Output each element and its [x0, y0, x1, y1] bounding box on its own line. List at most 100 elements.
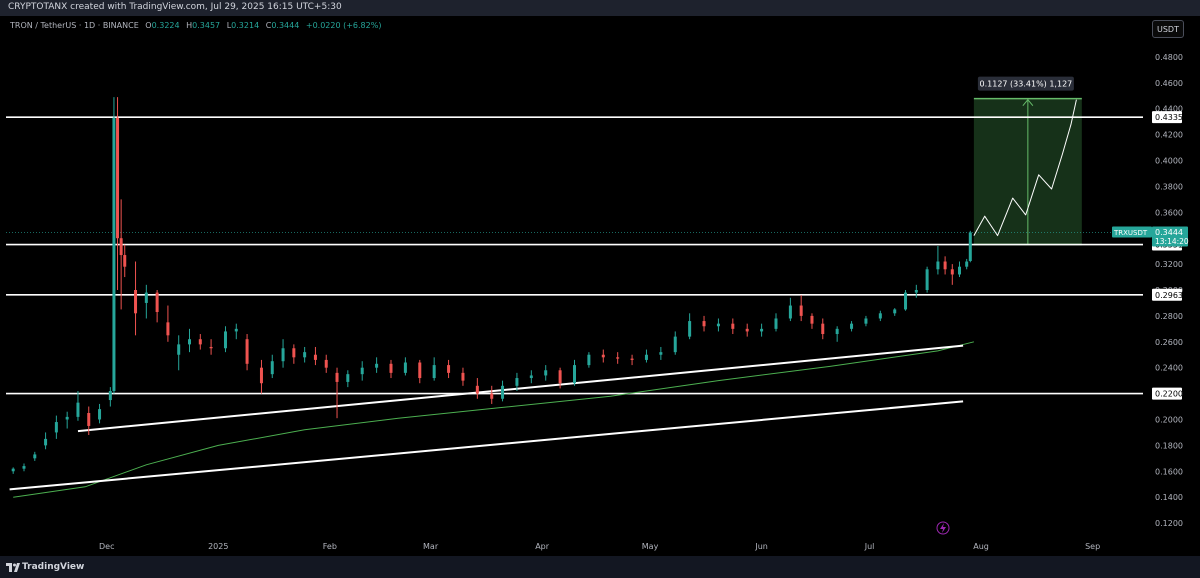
- candle-body[interactable]: [112, 117, 116, 391]
- candle-body[interactable]: [673, 336, 677, 353]
- candle-body[interactable]: [968, 232, 972, 261]
- level-price-badge: [1152, 111, 1182, 124]
- candle-body[interactable]: [447, 365, 451, 373]
- tradingview-brand[interactable]: TradingView: [22, 562, 85, 572]
- candle-body[interactable]: [98, 409, 102, 420]
- candle-body[interactable]: [33, 454, 37, 459]
- candle-body[interactable]: [198, 339, 202, 345]
- candle-body[interactable]: [403, 362, 407, 373]
- candle-body[interactable]: [223, 331, 227, 349]
- candle-body[interactable]: [54, 422, 58, 433]
- candle-body[interactable]: [850, 323, 854, 329]
- candle-body[interactable]: [44, 438, 48, 446]
- candle-body[interactable]: [760, 328, 764, 332]
- candle-body[interactable]: [234, 328, 238, 332]
- candle-body[interactable]: [878, 313, 882, 319]
- candle-body[interactable]: [943, 261, 947, 270]
- candle-body[interactable]: [108, 390, 112, 401]
- y-tick-label: 0.2400: [1155, 364, 1183, 373]
- candle-body[interactable]: [835, 328, 839, 335]
- candle-body[interactable]: [601, 354, 605, 358]
- candle-body[interactable]: [11, 468, 15, 472]
- candle-body[interactable]: [270, 361, 274, 375]
- lightning-icon[interactable]: [936, 521, 950, 535]
- trendline[interactable]: [77, 344, 964, 433]
- candle-body[interactable]: [573, 365, 576, 384]
- candle-body[interactable]: [188, 339, 192, 345]
- candle-body[interactable]: [155, 292, 159, 313]
- candle-body[interactable]: [957, 266, 961, 275]
- candle-body[interactable]: [644, 354, 648, 360]
- candle-body[interactable]: [821, 323, 825, 335]
- candle-body[interactable]: [119, 238, 123, 256]
- candle-body[interactable]: [375, 363, 379, 368]
- projection-label-box: [977, 76, 1074, 91]
- candle-body[interactable]: [303, 352, 307, 358]
- y-tick-label: 0.3600: [1155, 208, 1183, 217]
- candle-body[interactable]: [292, 348, 296, 358]
- projection-path: [973, 99, 1077, 237]
- candle-body[interactable]: [914, 290, 918, 293]
- candle-body[interactable]: [245, 339, 249, 364]
- candle-body[interactable]: [389, 363, 393, 373]
- candle-body[interactable]: [774, 318, 778, 329]
- candle-body[interactable]: [22, 466, 26, 469]
- y-tick-label: 0.1800: [1155, 441, 1183, 450]
- candle-body[interactable]: [166, 322, 170, 336]
- candle-body[interactable]: [799, 305, 803, 316]
- candle-body[interactable]: [587, 354, 591, 366]
- candle-body[interactable]: [461, 372, 465, 381]
- candle-body[interactable]: [144, 292, 148, 303]
- candle-body[interactable]: [346, 374, 350, 382]
- candle-body[interactable]: [475, 385, 479, 394]
- candle-body[interactable]: [324, 359, 328, 368]
- candle-body[interactable]: [335, 372, 339, 382]
- candle-body[interactable]: [864, 318, 868, 324]
- candle-body[interactable]: [529, 375, 533, 379]
- candle-body[interactable]: [65, 416, 69, 420]
- candle-body[interactable]: [515, 378, 519, 386]
- candle-body[interactable]: [123, 255, 127, 267]
- candle-body[interactable]: [702, 321, 706, 327]
- candle-body[interactable]: [209, 346, 213, 349]
- candle-body[interactable]: [616, 357, 620, 359]
- level-price-badge: [1152, 387, 1182, 400]
- candle-body[interactable]: [116, 117, 120, 239]
- candle-body[interactable]: [659, 352, 663, 355]
- candle-body[interactable]: [893, 309, 897, 314]
- candle-body[interactable]: [134, 290, 138, 314]
- candle-body[interactable]: [630, 358, 634, 360]
- candle-body[interactable]: [490, 393, 494, 399]
- candle-body[interactable]: [544, 370, 548, 376]
- candle-body[interactable]: [360, 367, 364, 375]
- candle-body[interactable]: [904, 292, 908, 310]
- candle-body[interactable]: [731, 323, 735, 329]
- symbol-name[interactable]: TRON / TetherUS · 1D · BINANCE: [10, 21, 139, 30]
- candle-body[interactable]: [177, 344, 181, 355]
- close-value: 0.3444: [271, 21, 300, 30]
- price-chart[interactable]: 0.1127 (33.41%) 1,127 0.4800 0.4600 0.4400…: [0, 0, 1200, 556]
- candle-body[interactable]: [688, 321, 692, 337]
- candle-body[interactable]: [936, 261, 940, 270]
- candle-body[interactable]: [313, 354, 317, 360]
- candle-body[interactable]: [788, 305, 792, 319]
- candle-body[interactable]: [418, 362, 422, 379]
- candle-body[interactable]: [925, 269, 929, 290]
- candle-body[interactable]: [558, 370, 562, 384]
- candle-body[interactable]: [432, 365, 436, 379]
- candle-body[interactable]: [76, 402, 80, 417]
- candle-body[interactable]: [810, 315, 814, 324]
- candle-body[interactable]: [716, 323, 720, 327]
- candle-body[interactable]: [87, 413, 91, 426]
- bottom-bar: [0, 556, 1200, 578]
- trendline[interactable]: [9, 400, 964, 491]
- currency-button[interactable]: USDT: [1152, 20, 1184, 38]
- candle-body[interactable]: [950, 269, 954, 275]
- candle-body[interactable]: [501, 385, 505, 399]
- y-tick-label: 0.4400: [1155, 105, 1183, 114]
- y-tick-label: 0.2600: [1155, 338, 1183, 347]
- candle-body[interactable]: [745, 328, 749, 332]
- candle-body[interactable]: [281, 348, 285, 362]
- candle-body[interactable]: [259, 367, 263, 384]
- candle-body[interactable]: [965, 261, 969, 267]
